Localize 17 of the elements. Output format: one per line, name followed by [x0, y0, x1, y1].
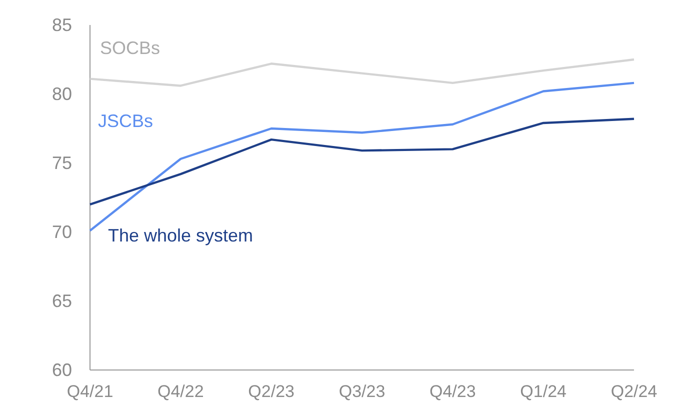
x-tick-label: Q4/21: [66, 382, 114, 401]
x-tick-label: Q4/22: [158, 382, 204, 401]
series-label: The whole system: [108, 225, 254, 246]
y-tick-label: 85: [52, 15, 72, 35]
x-tick-label: Q2/23: [248, 382, 294, 401]
text: JSCBs: [98, 110, 154, 131]
x-tick-label: Q3/23: [338, 382, 386, 401]
y-tick-label: 60: [52, 360, 72, 380]
y-tick-label: 75: [52, 153, 72, 173]
y-tick-label: 65: [52, 291, 72, 311]
y-tick-label: 70: [52, 222, 72, 242]
y-tick-label: 80: [52, 84, 72, 104]
x-tick-label: Q1/24: [520, 382, 566, 401]
line-series: [88, 58, 636, 87]
x-tick-label: Q2/24: [610, 382, 658, 401]
x-tick-label: Q4/23: [430, 382, 476, 401]
series-label: SOCBs: [100, 38, 160, 58]
